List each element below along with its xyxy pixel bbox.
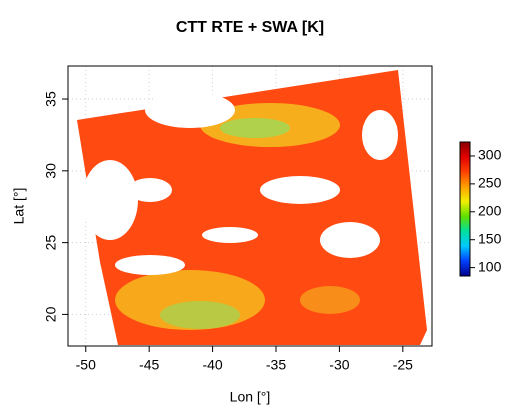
colorbar-tick-label: 150 — [478, 230, 502, 246]
colorbar-tick-label: 200 — [478, 202, 502, 218]
colorbar — [459, 141, 471, 277]
texture — [220, 118, 290, 138]
chart-title: CTT RTE + SWA [K] — [176, 19, 324, 36]
clear-sky — [145, 92, 235, 128]
texture — [300, 286, 360, 314]
y-tick-label: 20 — [43, 306, 59, 322]
x-tick-label: -50 — [76, 357, 96, 373]
x-tick-label: -35 — [266, 357, 286, 373]
clear-sky — [82, 160, 138, 240]
x-tick-label: -25 — [393, 357, 413, 373]
colorbar-tick-label: 250 — [478, 175, 502, 191]
colorbar-tick-label: 100 — [478, 258, 502, 274]
colorbar-tick-label: 300 — [478, 147, 502, 163]
clear-sky — [202, 227, 258, 243]
x-tick-label: -45 — [139, 357, 159, 373]
raster-image — [77, 70, 427, 345]
y-tick-label: 25 — [43, 235, 59, 251]
clear-sky — [128, 178, 172, 202]
x-tick-label: -30 — [329, 357, 349, 373]
clear-sky — [320, 222, 380, 258]
texture — [160, 301, 240, 329]
x-axis-label: Lon [°] — [230, 389, 271, 405]
clear-sky — [115, 255, 185, 275]
plot-frame — [67, 65, 433, 347]
y-axis-label: Lat [°] — [11, 188, 27, 225]
clear-sky — [260, 176, 340, 204]
x-tick-label: -40 — [202, 357, 222, 373]
clear-sky — [362, 110, 398, 160]
y-tick-label: 35 — [43, 91, 59, 107]
y-tick-label: 30 — [43, 163, 59, 179]
